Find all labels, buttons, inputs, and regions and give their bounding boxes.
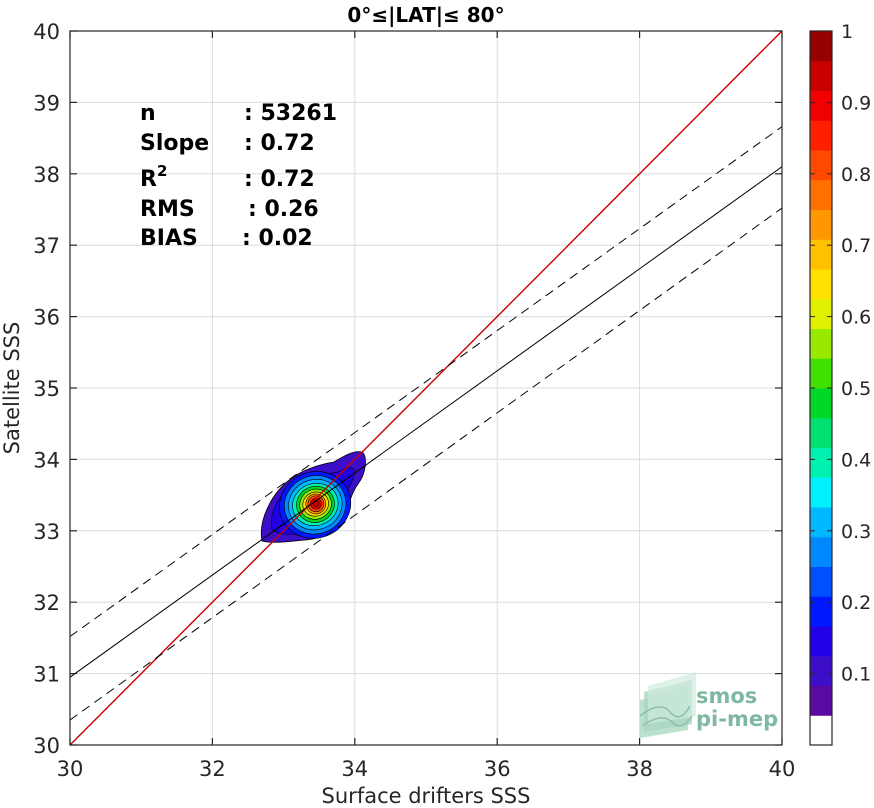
colorbar-segment-7 [810,507,832,538]
colorbar-segment-11 [810,388,832,419]
colorbar-segment-22 [810,60,832,91]
y-tick-label-1: 31 [33,663,60,687]
stat-value: : 0.72 [244,167,315,192]
colorbar-tick-label-4: 0.5 [841,378,871,400]
stat-row-bias: BIAS : 0.02 [140,226,313,251]
y-tick-label-6: 36 [33,306,60,330]
colorbar-segment-9 [810,447,832,478]
stat-value: : 0.26 [248,197,319,222]
x-tick-label-2: 34 [341,757,368,781]
logo-wave-icon [639,672,696,738]
colorbar-tick-label-0: 0.1 [841,664,871,686]
colorbar-segment-5 [810,566,832,597]
stat-label-superscript: 2 [157,162,167,180]
statistics-box: n : 53261 Slope : 0.72 R2 : 0.72 RMS : 0.26 BIAS… [140,101,337,251]
stat-row-n: n : 53261 [140,101,337,126]
stat-row-rms: RMS : 0.26 [140,197,319,222]
y-tick-label-7: 37 [33,234,60,258]
colorbar-segment-12 [810,358,832,389]
colorbar-tick-label-8: 0.9 [841,92,871,114]
colorbar-segment-19 [810,150,832,181]
colorbar-segment-21 [810,90,832,121]
colorbar-tick-label-9: 1 [841,21,853,43]
colorbar-tick-label-3: 0.4 [841,449,871,471]
stat-value: : 0.02 [242,226,313,251]
colorbar-segment-17 [810,209,832,240]
identity-line [70,31,782,745]
x-tick-label-0: 30 [57,757,84,781]
colorbar-tick-label-7: 0.8 [841,164,871,186]
colorbar-segment-0 [810,715,832,746]
colorbar-segment-14 [810,298,832,329]
colorbar-segment-2 [810,655,832,686]
colorbar-segment-10 [810,417,832,448]
colorbar-segment-15 [810,269,832,300]
x-tick-label-3: 36 [484,757,511,781]
colorbar-segment-20 [810,120,832,151]
colorbar-segment-23 [810,31,832,62]
stat-row-slope: Slope : 0.72 [140,131,315,156]
colorbar-segment-4 [810,596,832,627]
chart-title: 0°≤|LAT|≤ 80° [347,3,504,27]
colorbar-segment-16 [810,239,832,270]
y-tick-label-3: 33 [33,520,60,544]
stat-value: : 0.72 [244,131,315,156]
colorbar-segment-8 [810,477,832,508]
y-tick-label-0: 30 [33,734,60,758]
stat-label: R2 [140,162,167,192]
stat-label: BIAS [140,226,198,251]
x-axis-label: Surface drifters SSS [322,784,531,808]
x-tick-label-1: 32 [199,757,226,781]
y-tick-label-9: 39 [33,91,60,115]
smos-pi-mep-logo: smos pi-mep [639,672,778,738]
colorbar-segment-1 [810,685,832,716]
colorbar-tick-label-6: 0.7 [841,235,871,257]
regression-line [70,166,782,678]
colorbar-segment-6 [810,536,832,567]
confidence-line-2 [70,207,782,721]
colorbar-tick-label-1: 0.2 [841,592,871,614]
y-tick-label-4: 34 [33,448,60,472]
colorbar-tick-label-5: 0.6 [841,307,871,329]
y-axis-label: Satellite SSS [0,322,24,455]
colorbar-segment-3 [810,626,832,657]
stat-label: RMS [140,197,195,222]
x-axis-ticks: 30 32 34 36 38 40 [57,31,796,781]
stat-label: n [140,101,156,126]
y-axis-ticks: 30 31 32 33 34 35 36 37 38 39 40 [33,20,782,758]
y-tick-label-5: 35 [33,377,60,401]
logo-line1: smos [696,684,757,708]
colorbar: 0.1 0.2 0.3 0.4 0.5 0.6 0.7 0.8 0.9 1 [809,21,871,746]
stat-value: : 53261 [244,101,337,126]
colorbar-segment-13 [810,328,832,359]
confidence-line-1 [70,126,782,637]
colorbar-tick-label-2: 0.3 [841,521,871,543]
y-tick-label-10: 40 [33,20,60,44]
y-tick-label-8: 38 [33,163,60,187]
stat-label: Slope [140,131,209,156]
stat-row-r: R2 : 0.72 [140,162,315,192]
y-tick-label-2: 32 [33,591,60,615]
x-tick-label-4: 38 [626,757,653,781]
colorbar-segment-18 [810,179,832,210]
x-tick-label-5: 40 [769,757,796,781]
logo-line2: pi-mep [696,707,778,731]
fit-lines [70,31,782,745]
